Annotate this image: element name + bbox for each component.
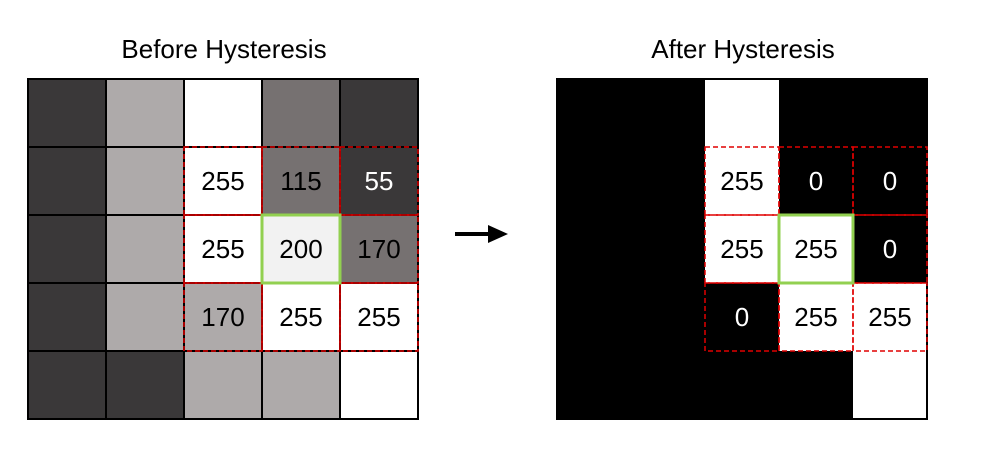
before-grid: 255 115 55 255 200 170 170 255 255 xyxy=(27,78,419,420)
before-cell-value: 255 xyxy=(201,234,244,264)
after-cell-r2c4 xyxy=(853,215,927,283)
before-cell-value: 170 xyxy=(357,234,400,264)
before-cell-value: 115 xyxy=(280,166,321,196)
before-cell-value: 255 xyxy=(279,302,322,332)
before-cell-r4c1 xyxy=(105,350,185,420)
before-neighbor-outline xyxy=(339,282,419,352)
after-cell-value: 255 xyxy=(794,302,837,332)
after-cell-r0c2 xyxy=(705,79,779,147)
after-cell-r3c0 xyxy=(557,283,631,351)
after-cell-r1c0 xyxy=(557,147,631,215)
before-cell-r0c2 xyxy=(183,78,263,148)
after-cell-r0c3 xyxy=(779,79,853,147)
after-cell-r0c4 xyxy=(853,79,927,147)
after-cell-r1c3 xyxy=(779,147,853,215)
before-neighbor-outline xyxy=(339,146,419,216)
after-cell-r4c3 xyxy=(779,351,853,419)
after-center-outline xyxy=(777,213,855,285)
after-cell-r4c2 xyxy=(705,351,779,419)
before-hysteresis-title: Before Hysteresis xyxy=(121,34,326,64)
after-cell-r0c1 xyxy=(631,79,705,147)
after-cell-value: 0 xyxy=(809,166,823,196)
before-cell-r4c2 xyxy=(183,350,263,420)
before-cell-r0c0 xyxy=(27,78,107,148)
after-cell-r0c0 xyxy=(557,79,631,147)
after-cell-value: 255 xyxy=(868,302,911,332)
after-cell-r4c0 xyxy=(557,351,631,419)
after-cell-r2c2 xyxy=(705,215,779,283)
after-cell-r3c1 xyxy=(631,283,705,351)
after-cell-r3c3 xyxy=(779,283,853,351)
after-hysteresis-title: After Hysteresis xyxy=(651,34,835,64)
before-cell-r1c1 xyxy=(105,146,185,216)
after-cell-r2c1 xyxy=(631,215,705,283)
after-neighbor-outline xyxy=(852,282,928,352)
before-cell-r0c4 xyxy=(339,78,419,148)
before-cell-value: 255 xyxy=(357,302,400,332)
before-cell-r2c0 xyxy=(27,214,107,284)
after-grid: 255 0 0 255 255 0 0 255 255 xyxy=(556,78,928,420)
after-cell-value: 255 xyxy=(720,166,763,196)
before-cell-r4c4 xyxy=(339,350,419,420)
after-cell-value: 0 xyxy=(883,166,897,196)
after-cell-value: 255 xyxy=(720,234,763,264)
after-cell-r3c4 xyxy=(853,283,927,351)
before-cell-r0c3 xyxy=(261,78,341,148)
after-cell-r1c2 xyxy=(705,147,779,215)
after-cell-value: 0 xyxy=(735,302,749,332)
before-cell-r4c0 xyxy=(27,350,107,420)
before-cell-value: 170 xyxy=(201,302,244,332)
after-cell-r1c1 xyxy=(631,147,705,215)
before-cell-r1c3 xyxy=(261,146,341,216)
before-cell-r3c0 xyxy=(27,282,107,352)
before-cell-r1c0 xyxy=(27,146,107,216)
after-cell-r4c4 xyxy=(853,351,927,419)
before-cell-r4c3 xyxy=(261,350,341,420)
after-cell-value: 0 xyxy=(883,234,897,264)
before-cell-value: 255 xyxy=(201,166,244,196)
before-cell-r3c1 xyxy=(105,282,185,352)
before-center-outline xyxy=(260,213,342,285)
after-cell-r2c0 xyxy=(557,215,631,283)
after-cell-r4c1 xyxy=(631,351,705,419)
after-cell-value: 255 xyxy=(794,234,837,264)
before-cell-r0c1 xyxy=(105,78,185,148)
before-cell-value: 55 xyxy=(365,166,394,196)
after-cell-r2c3 xyxy=(779,215,853,283)
after-cell-r3c2 xyxy=(705,283,779,351)
before-cell-r2c1 xyxy=(105,214,185,284)
transition-arrow xyxy=(455,225,508,243)
before-cell-value: 200 xyxy=(279,234,322,264)
after-cell-r1c4 xyxy=(853,147,927,215)
